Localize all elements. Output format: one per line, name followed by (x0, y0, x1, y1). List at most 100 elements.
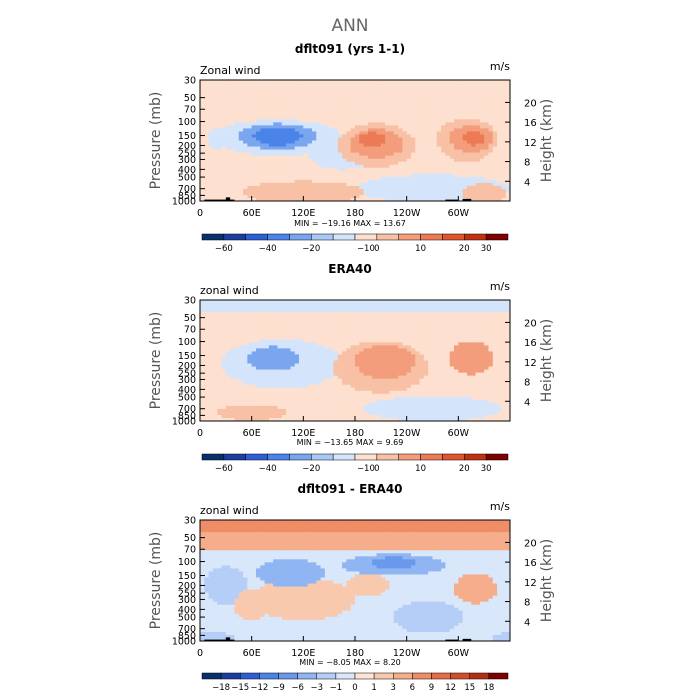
heatmap-cell (402, 128, 408, 132)
heatmap-cell (303, 152, 309, 157)
heatmap-cell (471, 140, 476, 144)
heatmap-cell (333, 399, 339, 404)
heatmap-cell (320, 399, 326, 404)
heatmap-cell (333, 336, 339, 340)
heatmap-cell (505, 197, 511, 202)
heatmap-cell (225, 393, 231, 398)
heatmap-cell (200, 354, 205, 358)
heatmap-cell (234, 131, 240, 135)
heatmap-cell (212, 107, 218, 111)
heatmap-cell (415, 119, 420, 123)
heatmap-cell (441, 113, 446, 117)
heatmap-cell (346, 339, 352, 343)
heatmap-cell (247, 381, 253, 386)
heatmap-cell (260, 161, 265, 166)
heatmap-cell (380, 381, 386, 386)
heatmap-cell (333, 134, 339, 138)
heatmap-cell (445, 80, 451, 84)
heatmap-cell (200, 411, 205, 416)
heatmap-cell (204, 83, 210, 87)
heatmap-cell (380, 140, 386, 144)
heatmap-cell (324, 95, 330, 99)
heatmap-cell (208, 143, 214, 147)
heatmap-cell (449, 137, 455, 141)
heatmap-cell (398, 110, 403, 114)
heatmap-cell (320, 161, 326, 166)
heatmap-cell (337, 143, 343, 147)
heatmap-cell (501, 107, 507, 111)
heatmap-cell (398, 170, 403, 175)
heatmap-cell (436, 176, 442, 181)
heatmap-cell (290, 348, 296, 352)
heatmap-cell (277, 179, 283, 184)
heatmap-cell (255, 179, 261, 184)
heatmap-cell (342, 80, 347, 84)
heatmap-cell (454, 173, 459, 178)
heatmap-cell (234, 357, 240, 361)
heatmap-cell (342, 333, 347, 337)
heatmap-cell (320, 170, 326, 175)
heatmap-cell (466, 128, 472, 132)
heatmap-cell (372, 336, 377, 340)
heatmap-cell (286, 146, 291, 150)
heatmap-cell (238, 170, 244, 175)
heatmap-cell (389, 104, 395, 108)
heatmap-cell (238, 381, 244, 386)
heatmap-cell (359, 104, 365, 108)
panel-title: ERA40 (328, 262, 371, 276)
heatmap-cell (393, 116, 399, 120)
heatmap-cell (230, 408, 235, 413)
heatmap-cell (294, 324, 300, 328)
heatmap-cell (255, 396, 261, 401)
heatmap-cell (247, 80, 253, 84)
heatmap-cell (234, 83, 240, 87)
heatmap-cell (415, 309, 420, 313)
heatmap-cell (342, 405, 347, 410)
heatmap-cell (329, 402, 334, 407)
heatmap-cell (355, 375, 360, 380)
heatmap-cell (217, 128, 222, 132)
heatmap-cell (290, 95, 296, 99)
heatmap-cell (294, 330, 300, 334)
heatmap-cell (393, 134, 399, 138)
heatmap-cell (454, 92, 459, 96)
heatmap-cell (286, 369, 291, 373)
heatmap-cell (380, 89, 386, 93)
heatmap-cell (264, 375, 270, 380)
heatmap-cell (380, 98, 386, 102)
heatmap-cell (251, 354, 257, 358)
heatmap-cell (333, 342, 339, 346)
heatmap-cell (350, 399, 356, 404)
heatmap-cell (363, 155, 369, 160)
heatmap-cell (212, 324, 218, 328)
heatmap-cell (311, 80, 317, 84)
heatmap-cell (268, 414, 274, 419)
heatmap-cell (221, 348, 227, 352)
heatmap-cell (355, 363, 360, 367)
heatmap-cell (419, 131, 425, 135)
heatmap-cell (268, 318, 274, 322)
heatmap-cell (372, 333, 377, 337)
heatmap-cell (268, 110, 274, 114)
heatmap-cell (268, 152, 274, 157)
heatmap-cell (432, 179, 438, 184)
heatmap-cell (393, 417, 399, 422)
heatmap-cell (436, 140, 442, 144)
heatmap-cell (247, 131, 253, 135)
heatmap-cell (260, 128, 265, 132)
heatmap-cell (346, 354, 352, 358)
heatmap-cell (324, 125, 330, 129)
heatmap-cell (415, 107, 420, 111)
heatmap-cell (385, 357, 390, 361)
heatmap-cell (264, 179, 270, 184)
heatmap-cell (492, 92, 498, 96)
heatmap-cell (458, 128, 464, 132)
heatmap-cell (367, 333, 373, 337)
heatmap-cell (505, 161, 511, 166)
heatmap-cell (251, 372, 257, 377)
heatmap-cell (466, 155, 472, 160)
heatmap-cell (355, 330, 360, 334)
heatmap-cell (307, 116, 313, 120)
heatmap-cell (264, 146, 270, 150)
